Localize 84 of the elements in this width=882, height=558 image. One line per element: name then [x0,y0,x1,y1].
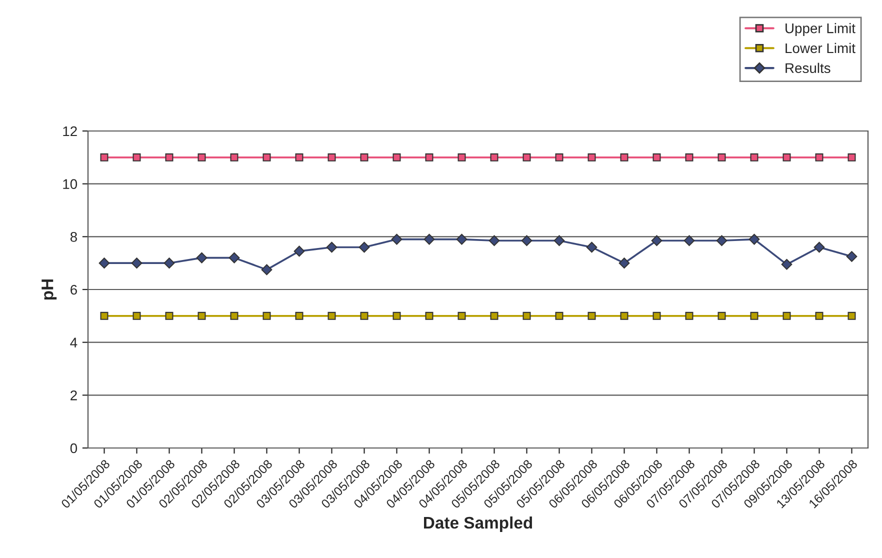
point [652,153,661,162]
point [358,242,370,253]
point [165,312,174,320]
point [815,153,824,162]
point [132,153,141,162]
point [392,312,401,320]
point [458,153,466,162]
y-tick-label: 10 [63,179,78,190]
point [521,235,532,246]
point [230,312,238,320]
point [718,153,726,162]
point [425,153,434,162]
point [456,234,468,245]
point [328,312,336,320]
point [360,153,368,162]
point [554,235,565,246]
point [131,258,142,269]
y-tick-label: 6 [70,284,77,295]
point [620,153,628,162]
y-tick-label: 2 [70,390,77,400]
point [555,312,564,320]
legend-label: Upper Limit [786,23,856,36]
point [391,234,402,245]
point [198,312,206,320]
point [294,246,305,257]
point [782,312,791,320]
point [846,251,858,262]
point [392,153,401,162]
point [848,153,856,162]
point [588,312,596,320]
point [326,242,338,253]
point [98,258,110,269]
point [782,153,791,162]
point [716,235,728,246]
point [360,312,368,320]
point [228,252,240,264]
point [522,153,531,162]
point [230,153,238,162]
point [262,312,271,320]
point [555,153,564,162]
point [814,242,825,253]
y-axis-title: pH [42,280,57,300]
point [718,312,726,320]
point [618,258,630,269]
point [815,312,824,320]
point [685,153,694,162]
point [685,312,694,320]
point [100,312,108,320]
legend-label: Lower Limit [786,42,856,54]
point [424,234,435,245]
point [781,258,792,270]
point [488,235,500,246]
point [165,153,174,162]
point [261,264,272,276]
point [522,312,531,320]
point [586,242,598,253]
point [588,153,596,162]
point [490,312,498,320]
point [458,312,466,320]
point [651,235,662,246]
y-tick-label: 0 [70,443,78,454]
x-axis-title: Date Sampled [424,516,532,532]
point [750,312,758,320]
point [425,312,434,320]
point [295,312,304,320]
point [490,153,498,162]
point [262,153,271,162]
y-tick-label: 8 [70,232,77,242]
y-tick-label: 4 [70,338,78,348]
point [848,312,856,320]
point [652,312,661,320]
point [295,153,304,162]
point [750,153,758,162]
y-tick-label: 12 [63,126,77,136]
legend-label: Results [786,62,830,74]
point [198,153,206,162]
point [100,153,108,162]
point [748,234,760,245]
point [328,153,336,162]
point [684,235,695,246]
point [164,258,175,269]
point [196,252,208,264]
point [132,312,141,320]
point [620,312,628,320]
